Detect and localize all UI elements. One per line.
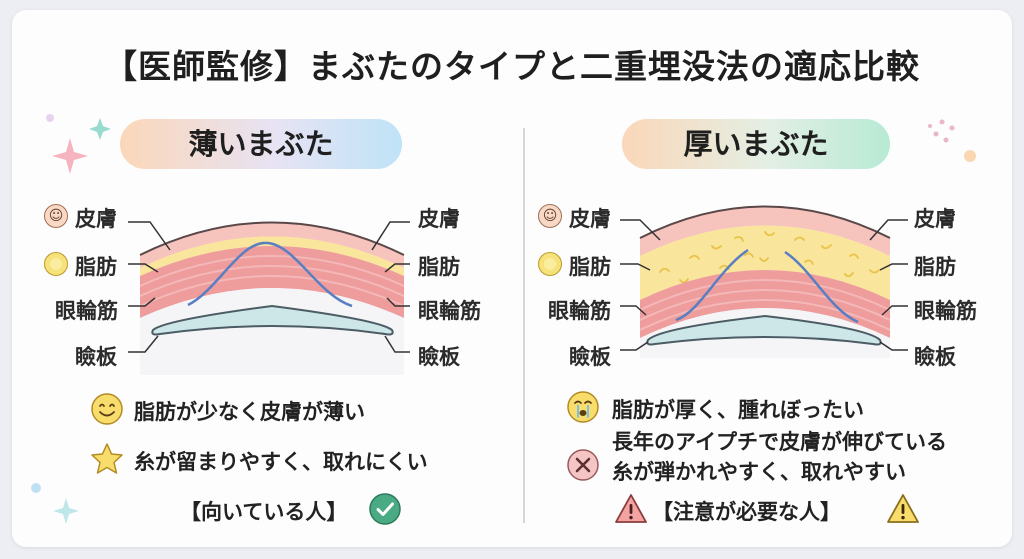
thick-label-skin-left: 皮膚 [569,207,611,231]
thin-point-2: 糸が留まりやすく、取れにくい [134,450,428,474]
warning-icon [887,494,919,523]
thin-eyelid-diagram [128,221,410,375]
thick-point-3: 糸が弾かれやすく、取れやすい [612,460,906,484]
warning-icon [615,494,647,523]
thin-label-tarsus-right: 瞼板 [418,345,460,369]
thick-label-tarsus-right: 瞼板 [914,345,956,369]
thin-eyelid-heading: 薄いまぶた [120,119,402,169]
thick-label-tarsus-left: 瞼板 [569,345,611,369]
thin-label-muscle-right: 眼輪筋 [418,299,481,323]
thick-eyelid-diagram [620,205,908,351]
thick-label-fat-left: 脂肪 [569,255,611,279]
thick-verdict: 【注意が必要な人】 [652,500,841,524]
check-circle-icon [369,493,401,525]
thin-label-fat-right: 脂肪 [418,255,460,279]
thin-fat-layer [140,236,404,276]
thin-tarsus-plate [151,304,394,336]
thick-point-2: 長年のアイプチで皮膚が伸びている [612,430,947,454]
smile-icon [91,393,123,425]
cross-circle-icon [567,449,599,481]
page-title: 【医師監修】まぶたのタイプと二重埋没法の適応比較 [104,47,920,86]
crying-face-icon [567,391,599,423]
thick-thread-left [675,248,749,322]
thick-fat-layer [640,225,890,300]
thick-thread-right [784,250,859,324]
sparkle-decoration-right [928,119,976,162]
column-divider [523,128,525,523]
fat-icon [44,252,68,276]
smile-icon: ☺ [538,204,562,228]
thick-label-muscle-left: 眼輪筋 [548,299,611,323]
thin-label-tarsus-left: 瞼板 [75,345,117,369]
fat-icon [538,252,562,276]
thick-eyelid-heading: 厚いまぶた [622,119,890,169]
thin-label-fat-left: 脂肪 [75,255,117,279]
thin-point-1: 脂肪が少なく皮膚が薄い [134,400,365,424]
thin-label-muscle-left: 眼輪筋 [55,299,118,323]
thick-skin-layer [640,206,890,256]
thin-verdict: 【向いている人】 [180,500,348,524]
thick-point-1: 脂肪が厚く、腫れぼったい [612,398,864,422]
thick-tarsus-plate [646,314,882,346]
sparkle-decoration-bottom-left [31,483,79,524]
thin-thread [187,241,353,308]
smile-icon: ☺ [44,204,68,228]
thin-label-skin-left: 皮膚 [75,207,117,231]
thin-label-skin-right: 皮膚 [418,207,460,231]
sparkle-decoration-left [46,114,111,174]
thick-label-skin-right: 皮膚 [914,207,956,231]
star-icon [91,443,123,474]
thick-label-fat-right: 脂肪 [914,255,956,279]
thin-skin-layer [140,222,404,268]
thick-label-muscle-right: 眼輪筋 [914,299,977,323]
